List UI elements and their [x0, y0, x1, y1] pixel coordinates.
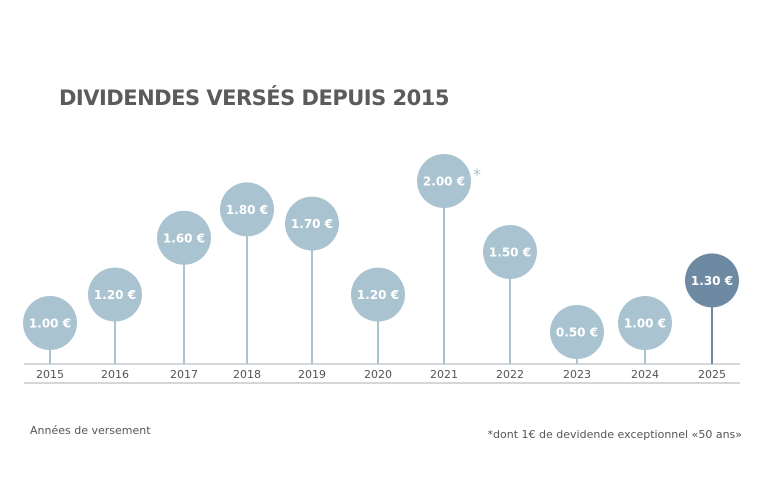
bubble-2021 — [417, 154, 471, 208]
value-label-2020: 1.20 € — [357, 288, 399, 302]
value-label-2021: 2.00 € — [423, 175, 465, 189]
value-label-2019: 1.70 € — [291, 217, 333, 231]
bubble-2018 — [220, 182, 274, 237]
tick-label-2025: 2025 — [698, 368, 726, 381]
value-label-2018: 1.80 € — [226, 203, 268, 217]
bubble-2020 — [351, 267, 405, 322]
tick-label-2016: 2016 — [101, 368, 129, 381]
value-label-2023: 0.50 € — [556, 326, 598, 340]
bubble-2016 — [88, 267, 142, 322]
bubble-2024 — [618, 296, 672, 350]
tick-label-2015: 2015 — [36, 368, 64, 381]
tick-label-2022: 2022 — [496, 368, 524, 381]
footnote: *dont 1€ de devidende exceptionnel «50 a… — [487, 428, 742, 441]
value-label-2022: 1.50 € — [489, 246, 531, 260]
value-label-2024: 1.00 € — [624, 317, 666, 331]
annotation-asterisk: * — [473, 165, 481, 184]
tick-label-2018: 2018 — [233, 368, 261, 381]
chart-title: DIVIDENDES VERSÉS DEPUIS 2015 — [59, 86, 449, 110]
value-label-2017: 1.60 € — [163, 231, 205, 245]
x-axis-label: Années de versement — [30, 424, 151, 437]
tick-label-2019: 2019 — [298, 368, 326, 381]
bubble-2025 — [685, 253, 739, 308]
tick-label-2021: 2021 — [430, 368, 458, 381]
value-label-2016: 1.20 € — [94, 288, 136, 302]
tick-label-2017: 2017 — [170, 368, 198, 381]
value-label-2015: 1.00 € — [29, 317, 71, 331]
tick-label-2024: 2024 — [631, 368, 659, 381]
tick-label-2023: 2023 — [563, 368, 591, 381]
bubble-2015 — [23, 296, 77, 350]
bubble-2022 — [483, 225, 537, 279]
tick-label-2020: 2020 — [364, 368, 392, 381]
value-label-2025: 1.30 € — [691, 274, 733, 288]
bubble-2023 — [550, 305, 604, 359]
bubble-2017 — [157, 210, 211, 265]
bubble-2019 — [285, 196, 339, 251]
